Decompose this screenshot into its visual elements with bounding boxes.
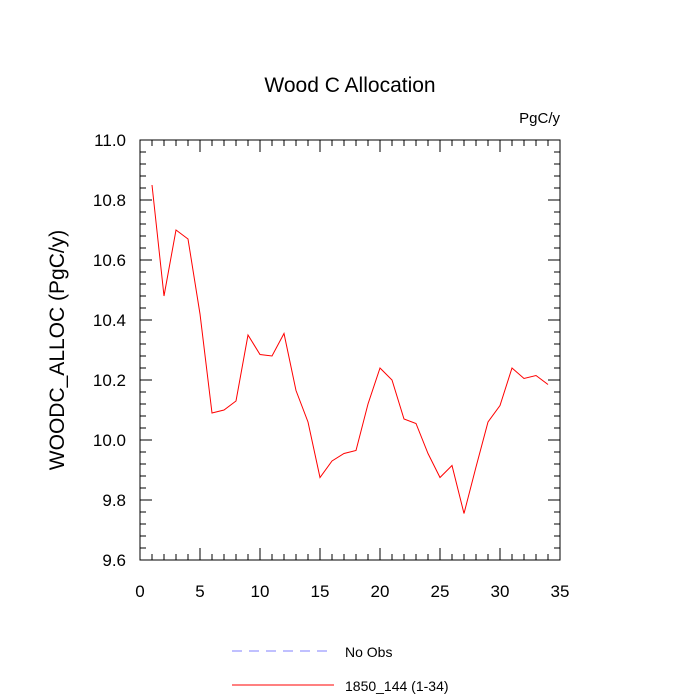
x-tick-label: 15 [311, 582, 330, 601]
y-tick-label: 9.6 [102, 551, 126, 570]
x-tick-label: 0 [135, 582, 144, 601]
chart-title: Wood C Allocation [264, 74, 435, 97]
series-line [151, 184, 549, 514]
tick-labels: 0 5 10 15 20 25 30 35 9.6 9.8 10.0 10.2 10.4 10.6 10.8… [93, 131, 570, 601]
x-tick-label: 10 [251, 582, 270, 601]
y-tick-label: 10.8 [93, 191, 126, 210]
y-axis-label: WOODC_ALLOC (PgC/y) [46, 230, 69, 470]
x-tick-label: 25 [431, 582, 450, 601]
plot-frame [139, 139, 561, 561]
y-tick-label: 10.4 [93, 311, 126, 330]
y-tick-label: 9.8 [102, 491, 126, 510]
y-tick-label: 10.0 [93, 431, 126, 450]
axis-ticks [139, 139, 561, 561]
series-layer [151, 184, 549, 514]
units-label: PgC/y [519, 110, 560, 127]
x-tick-label: 35 [551, 582, 570, 601]
y-tick-label: 10.2 [93, 371, 126, 390]
y-tick-label: 11.0 [94, 131, 126, 150]
x-tick-label: 20 [371, 582, 390, 601]
legend: No Obs 1850_144 (1-34) [232, 644, 449, 694]
x-tick-label: 30 [491, 582, 510, 601]
legend-label-series: 1850_144 (1-34) [345, 678, 449, 694]
legend-label-no-obs: No Obs [345, 644, 392, 660]
y-tick-label: 10.6 [93, 251, 126, 270]
x-tick-label: 5 [195, 582, 204, 601]
